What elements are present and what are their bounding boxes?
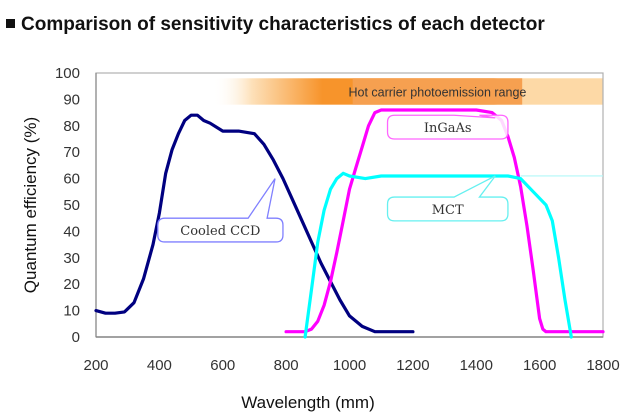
callout-bubble bbox=[386, 114, 509, 140]
x-tick-label: 1200 bbox=[396, 357, 429, 374]
y-tick-label: 90 bbox=[63, 91, 80, 108]
x-tick-label: 1600 bbox=[523, 357, 556, 374]
y-axis-label: Quantum efficiency (%) bbox=[21, 117, 40, 293]
chart-title-text: Comparison of sensitivity characteristic… bbox=[21, 14, 545, 35]
y-tick-label: 70 bbox=[63, 144, 80, 161]
band-label-box bbox=[352, 78, 523, 105]
callout-cooled-ccd: Cooled CCD bbox=[157, 178, 284, 243]
y-tick-label: 0 bbox=[72, 329, 80, 346]
y-tick-label: 40 bbox=[63, 223, 80, 240]
callout-ingaas: InGaAs bbox=[386, 114, 509, 140]
y-tick-label: 10 bbox=[63, 303, 80, 320]
callout-mct: MCT bbox=[386, 175, 509, 222]
x-tick-label: 600 bbox=[210, 357, 235, 374]
x-tick-label: 200 bbox=[83, 357, 108, 374]
band-label: Hot carrier photoemission range bbox=[348, 86, 526, 100]
callout-label: Cooled CCD bbox=[180, 224, 260, 239]
series-cooled-ccd bbox=[94, 113, 415, 334]
series-ingaas bbox=[284, 108, 605, 334]
x-tick-label: 1800 bbox=[586, 357, 619, 374]
x-tick-label: 1400 bbox=[460, 357, 493, 374]
square-bullet-icon bbox=[6, 19, 15, 28]
series-mct bbox=[303, 171, 573, 339]
chart-title: Comparison of sensitivity characteristic… bbox=[6, 14, 545, 36]
callout-bubble bbox=[386, 175, 509, 222]
x-tick-label: 800 bbox=[274, 357, 299, 374]
x-tick-labels: 200 400 600 800 1000 1200 1400 1600 1800 bbox=[83, 357, 619, 374]
hot-carrier-band: Hot carrier photoemission range bbox=[213, 78, 603, 105]
y-tick-label: 50 bbox=[63, 197, 80, 214]
callout-bubble bbox=[157, 178, 284, 243]
x-tick-label: 1000 bbox=[333, 357, 366, 374]
y-tick-label: 60 bbox=[63, 171, 80, 188]
callout-label: MCT bbox=[432, 203, 464, 218]
plot-frame bbox=[95, 72, 604, 338]
y-tick-labels: 0 10 20 30 40 50 60 70 80 90 100 bbox=[55, 65, 80, 346]
y-tick-label: 30 bbox=[63, 250, 80, 267]
callouts: Cooled CCD InGaAs MCT bbox=[157, 114, 509, 243]
y-tick-label: 20 bbox=[63, 276, 80, 293]
x-axis-label: Wavelength (mm) bbox=[241, 393, 375, 412]
y-tick-label: 100 bbox=[55, 65, 80, 82]
series-lines bbox=[94, 108, 605, 339]
callout-label: InGaAs bbox=[424, 121, 472, 136]
x-tick-label: 400 bbox=[147, 357, 172, 374]
y-tick-label: 80 bbox=[63, 118, 80, 135]
